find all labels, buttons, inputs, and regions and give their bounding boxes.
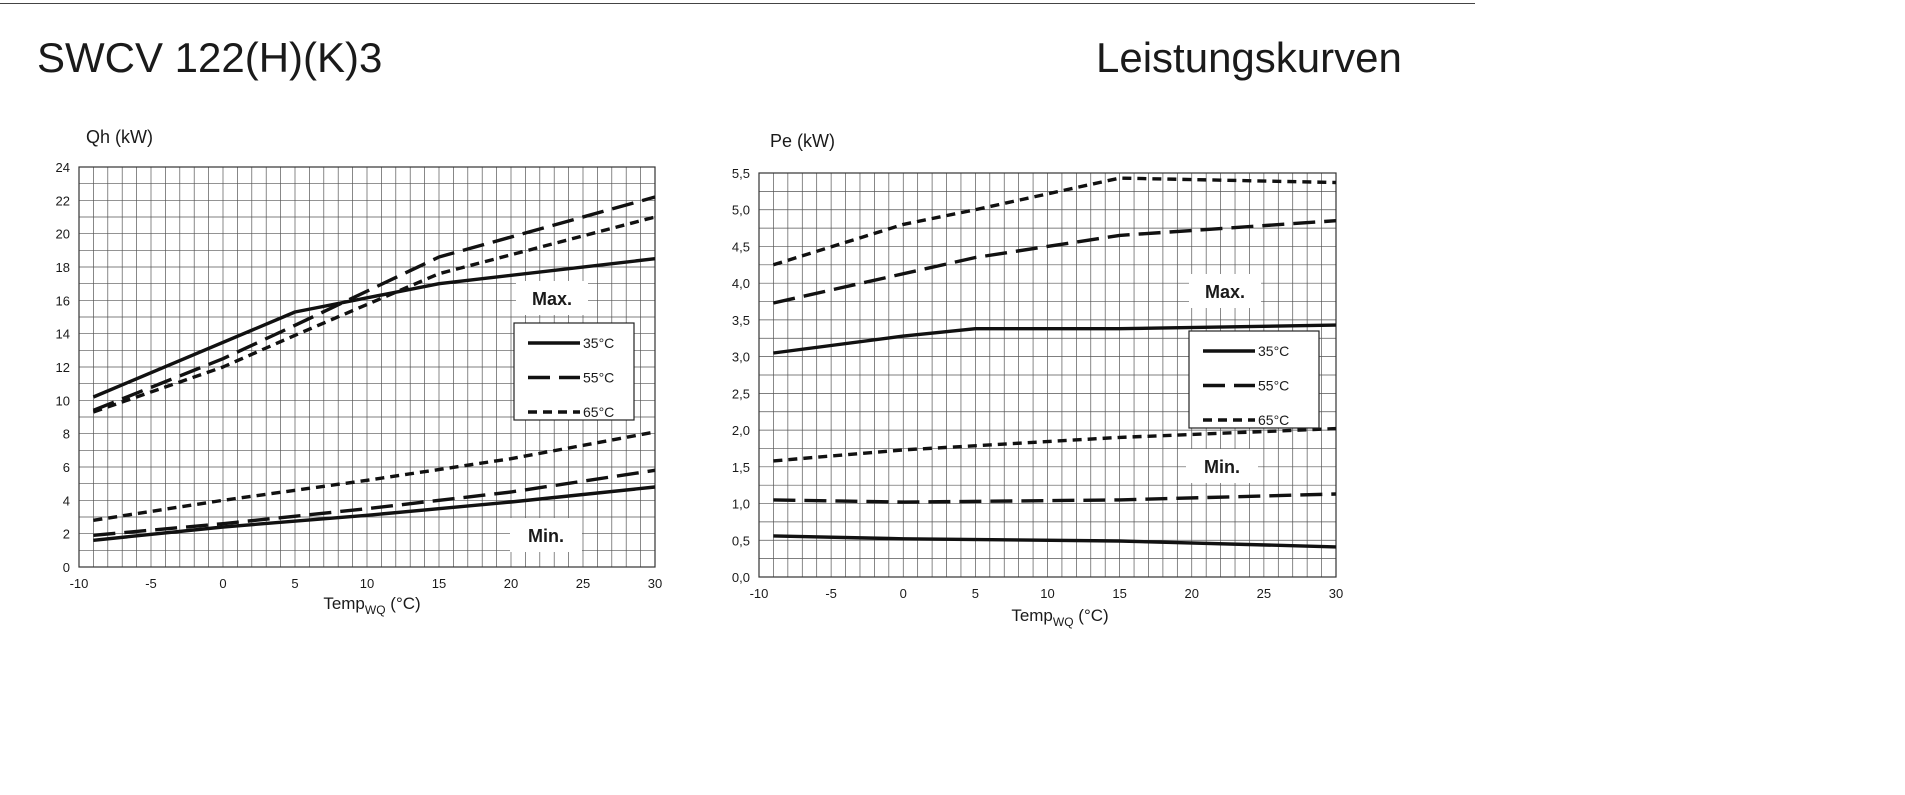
legend-label: 55°C [1258,378,1289,394]
y-tick-label: 10 [56,393,70,408]
y-tick-label: 18 [56,260,70,275]
series-line-max-35c [92,257,656,399]
series-line-min-35c [93,485,656,542]
y-tick-label: 5,5 [732,166,750,181]
x-axis-title-subscript: WQ [365,603,386,617]
x-tick-label: 0 [219,576,226,591]
y-tick-label: 0,0 [732,570,750,585]
x-tick-label: -5 [145,576,157,591]
max-label-bg [1189,274,1261,308]
y-tick-label: 1,5 [732,460,750,475]
series-line-max-55c [773,219,1337,305]
y-tick-label: 4,0 [732,276,750,291]
max-label: Max. [1205,282,1245,302]
x-tick-label: 25 [576,576,590,591]
x-tick-label: -10 [750,586,769,601]
y-tick-label: 12 [56,360,70,375]
y-tick-label: 20 [56,227,70,242]
x-tick-label: 20 [1185,586,1199,601]
legend-label: 35°C [583,335,614,351]
x-tick-label: 5 [972,586,979,601]
y-tick-label: 6 [63,460,70,475]
min-label-bg [510,518,582,552]
y-axis-title: Pe (kW) [770,131,835,151]
series-line-max-65c [772,176,1337,267]
top-rule [0,3,1475,4]
x-axis-title-main: Temp [1011,606,1053,625]
legend-box [1188,330,1320,429]
x-tick-label: 15 [432,576,446,591]
series-line-max-35c [773,323,1337,355]
y-tick-label: 22 [56,193,70,208]
y-tick-label: 0,5 [732,533,750,548]
y-tick-label: 8 [63,427,70,442]
series-group [772,176,1337,549]
min-label: Min. [528,526,564,546]
y-tick-label: 14 [56,327,70,342]
y-tick-label: 3,5 [732,313,750,328]
y-tick-label: 0 [63,560,70,575]
legend-label: 55°C [583,370,614,386]
document-subtitle: Leistungskurven [1096,34,1402,81]
x-tick-label: 5 [291,576,298,591]
y-tick-label: 3,0 [732,350,750,365]
x-tick-label: 30 [1329,586,1343,601]
max-label: Max. [532,289,572,309]
plot-frame [758,172,1337,578]
x-tick-label: -5 [825,586,837,601]
x-tick-label: -10 [70,576,89,591]
min-label-bg [1186,449,1258,483]
series-line-max-65c [92,215,656,414]
series-line-min-65c [773,426,1337,463]
legend-label: 65°C [1258,412,1289,428]
max-label-bg [516,281,588,315]
y-tick-label: 5,0 [732,203,750,218]
x-tick-label: 20 [504,576,518,591]
series-line-min-55c [93,468,656,537]
x-axis-title: TempWQ (°C) [323,594,420,617]
x-tick-label: 25 [1257,586,1271,601]
legend-box [513,322,635,421]
x-axis-title-unit: (°C) [1074,606,1109,625]
y-tick-label: 2,0 [732,423,750,438]
x-tick-label: 15 [1112,586,1126,601]
legend-label: 35°C [1258,343,1289,359]
y-tick-label: 2,5 [732,386,750,401]
grid [758,172,1337,578]
document-title: SWCV 122(H)(K)3 [37,34,383,81]
y-axis-title: Qh (kW) [86,127,153,147]
x-tick-label: 10 [1040,586,1054,601]
x-tick-label: 30 [648,576,662,591]
series-group [92,195,656,542]
y-tick-label: 2 [63,527,70,542]
x-axis-title-subscript: WQ [1053,615,1074,629]
x-axis-title: TempWQ (°C) [1011,606,1108,629]
y-tick-label: 4 [63,493,70,508]
x-tick-label: 0 [900,586,907,601]
legend-label: 65°C [583,404,614,420]
legend: 35°C 55°C 65°C [1188,330,1320,429]
y-tick-label: 24 [56,160,70,175]
x-axis-title-main: Temp [323,594,365,613]
y-tick-label: 1,0 [732,497,750,512]
y-tick-label: 4,5 [732,239,750,254]
plot-frame [78,166,656,568]
x-tick-label: 10 [360,576,374,591]
series-line-max-55c [92,195,656,412]
x-axis-title-unit: (°C) [386,594,421,613]
y-tick-label: 16 [56,293,70,308]
legend: 35°C 55°C 65°C [513,322,635,421]
series-line-min-65c [93,430,656,522]
min-label: Min. [1204,457,1240,477]
series-line-min-55c [773,492,1337,504]
series-line-min-35c [773,534,1337,549]
